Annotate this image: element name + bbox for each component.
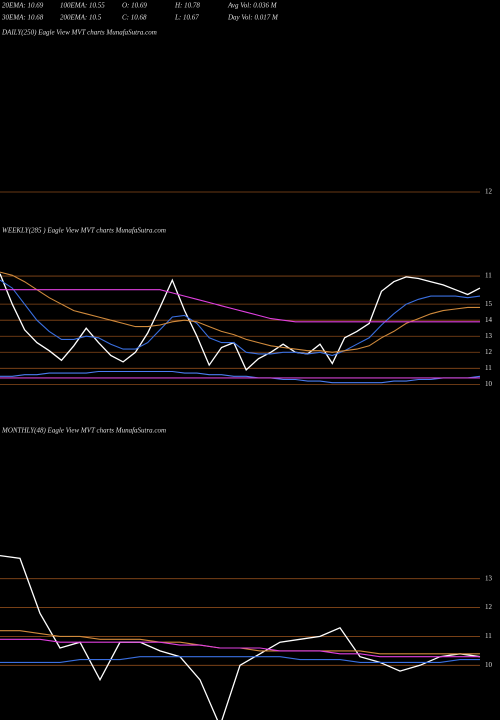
header-cell: 100EMA: 10.55 <box>60 2 105 10</box>
header-cell: 200EMA: 10.5 <box>60 14 102 22</box>
price-line <box>0 279 481 357</box>
header-cell: C: 10.68 <box>122 14 147 22</box>
y-tick-label: 11 <box>485 364 492 372</box>
y-tick-label: 11 <box>485 632 492 640</box>
y-tick-label: 13 <box>485 574 493 582</box>
y-tick-label: 14 <box>485 316 493 324</box>
header-cell: H: 10.78 <box>174 2 200 10</box>
y-tick-label: 12 <box>485 188 493 196</box>
header-cell: 30EMA: 10.68 <box>1 14 44 22</box>
y-tick-label: 13 <box>485 332 493 340</box>
y-tick-label: 11 <box>485 272 492 280</box>
price-line <box>0 638 480 658</box>
price-line <box>0 273 481 371</box>
y-tick-label: 12 <box>485 603 493 611</box>
header-cell: Avg Vol: 0.036 M <box>227 2 278 10</box>
y-tick-label: 10 <box>485 661 493 669</box>
header-cell: L: 10.67 <box>174 14 199 22</box>
header-cell: 20EMA: 10.69 <box>2 2 44 10</box>
panel-title: WEEKLY(285 ) Eagle View MVT charts Munaf… <box>2 227 166 235</box>
price-line <box>0 271 480 353</box>
panel-title: DAILY(250) Eagle View MVT charts MunafaS… <box>1 29 157 37</box>
price-line <box>0 656 480 663</box>
header-cell: O: 10.69 <box>122 2 147 10</box>
header-cell: Day Vol: 0.017 M <box>227 14 279 22</box>
price-line <box>0 370 481 384</box>
y-tick-label: 10 <box>485 380 493 388</box>
y-tick-label: 15 <box>485 300 493 308</box>
y-tick-label: 12 <box>485 348 493 356</box>
price-line <box>0 289 480 323</box>
panel-title: MONTHLY(48) Eagle View MVT charts Munafa… <box>1 427 166 435</box>
